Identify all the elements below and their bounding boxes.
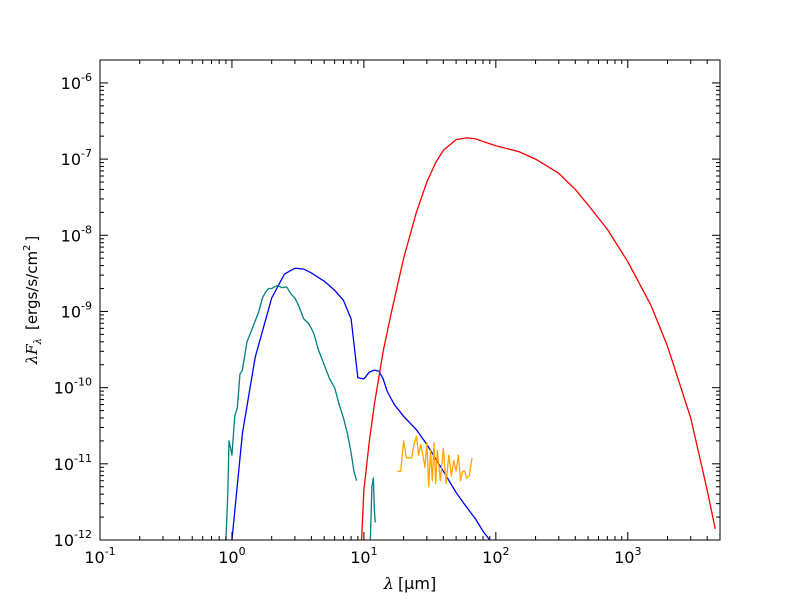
x-tick-label: 103 bbox=[614, 545, 641, 567]
y-tick-label: 10-6 bbox=[61, 71, 92, 93]
y-tick-label: 10-8 bbox=[61, 223, 92, 245]
series-line-2 bbox=[360, 137, 716, 540]
series-line-1 bbox=[231, 267, 491, 540]
x-tick-label: 102 bbox=[482, 545, 509, 567]
y-tick-label: 10-11 bbox=[54, 452, 92, 474]
y-tick-label: 10-12 bbox=[54, 528, 92, 550]
series-layer bbox=[225, 137, 716, 540]
plot-frame bbox=[99, 59, 721, 541]
x-tick-label: 10-1 bbox=[84, 545, 115, 567]
series-line-3 bbox=[225, 284, 358, 540]
x-tick-label: 101 bbox=[350, 545, 377, 567]
series-line-4 bbox=[369, 477, 376, 540]
y-axis-label: λFλ[ergs/s/cm2] bbox=[22, 236, 44, 366]
y-tick-label: 10-10 bbox=[54, 376, 92, 398]
y-tick-label: 10-9 bbox=[61, 299, 92, 321]
y-tick-label: 10-7 bbox=[61, 147, 92, 169]
x-tick-label: 100 bbox=[218, 545, 245, 567]
series-line-5 bbox=[397, 435, 473, 488]
tick-layer: 10-1 100 101 102 103 10-12 10-11 10-10 10-9 10-8 1… bbox=[54, 59, 721, 567]
x-axis-label: λ [μm] bbox=[383, 574, 436, 593]
